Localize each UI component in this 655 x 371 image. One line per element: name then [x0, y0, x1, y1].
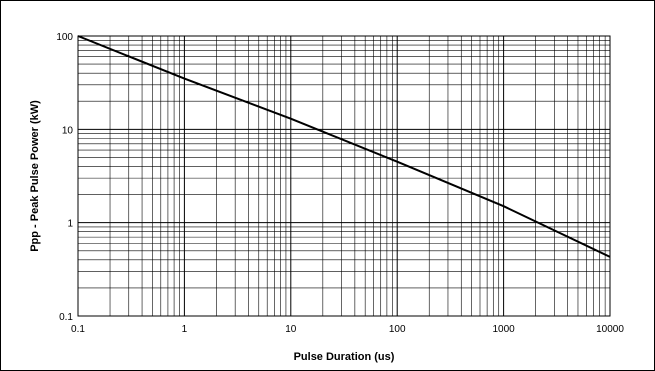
y-axis-label: Ppp - Peak Pulse Power (kW)	[29, 100, 41, 252]
series-group	[77, 35, 611, 258]
y-tick-label: 100	[56, 32, 73, 43]
x-tick-label: 10000	[596, 324, 624, 335]
y-tick-label: 10	[62, 125, 74, 136]
x-tick-label: 100	[389, 324, 406, 335]
x-tick-label: 10	[285, 324, 297, 335]
x-axis-label: Pulse Duration (us)	[294, 351, 395, 363]
y-tick-label: 1	[67, 219, 73, 230]
grid	[78, 36, 610, 316]
x-tick-label: 1	[182, 324, 188, 335]
x-tick-labels: 0.1 1 10 100 1000 10000	[71, 324, 624, 335]
plot-area	[78, 36, 610, 316]
series-line	[77, 35, 611, 258]
x-tick-label: 1000	[492, 324, 515, 335]
x-tick-label: 0.1	[71, 324, 85, 335]
y-tick-labels: 0.1 1 10 100	[56, 32, 73, 323]
plot-border	[77, 35, 611, 317]
y-tick-label: 0.1	[59, 312, 73, 323]
